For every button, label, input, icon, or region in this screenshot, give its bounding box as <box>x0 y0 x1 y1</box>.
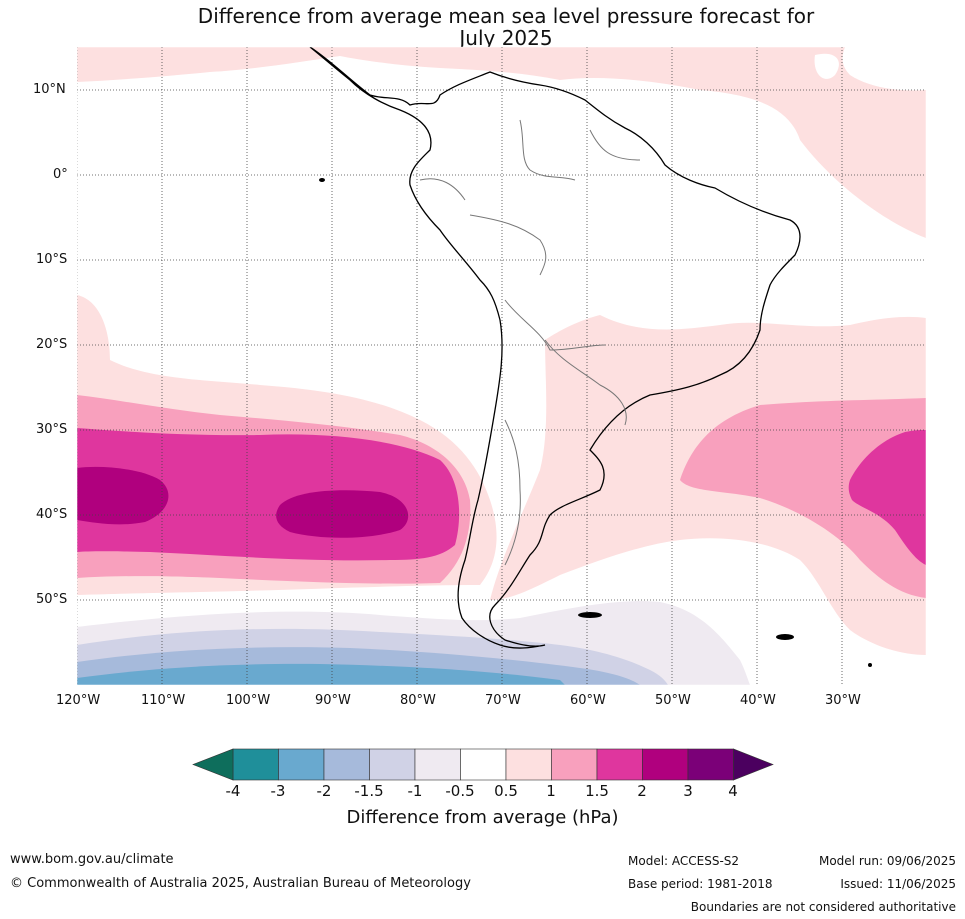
lon-label-50w: 50°W <box>655 693 691 708</box>
colorbar-segment <box>687 748 734 781</box>
lon-label-120w: 120°W <box>56 693 101 708</box>
lon-label-80w: 80°W <box>400 693 436 708</box>
colorbar <box>192 748 774 781</box>
colorbar-tick: 4 <box>728 782 738 800</box>
country-borders <box>419 119 641 566</box>
copyright-text: © Commonwealth of Australia 2025, Austra… <box>10 876 471 891</box>
graticule <box>77 47 926 685</box>
lon-label-70w: 70°W <box>485 693 521 708</box>
lon-label-60w: 60°W <box>570 693 606 708</box>
lat-label-20s: 20°S <box>36 337 68 352</box>
lat-label-40s: 40°S <box>36 507 68 522</box>
lon-label-100w: 100°W <box>226 693 271 708</box>
model-run-text: Model run: 09/06/2025 <box>818 854 956 868</box>
contour-white-hole-north <box>814 53 839 79</box>
contour-2-west-core <box>77 466 169 525</box>
colorbar-segment <box>642 748 689 781</box>
colorbar-tick: -1.5 <box>354 782 384 800</box>
colorbar-label: Difference from average (hPa) <box>346 807 619 828</box>
lon-label-110w: 110°W <box>141 693 186 708</box>
islands <box>319 178 872 667</box>
contour-1-atlantic <box>680 398 926 598</box>
lon-label-30w: 30°W <box>825 693 861 708</box>
disclaimer-text: Boundaries are not considered authoritat… <box>690 900 956 914</box>
colorbar-under-arrow <box>192 748 234 781</box>
lat-label-10s: 10°S <box>36 252 68 267</box>
colorbar-tick: -3 <box>270 782 286 800</box>
colorbar-tick: 2 <box>637 782 647 800</box>
lon-label-90w: 90°W <box>315 693 351 708</box>
colorbar-tick: -1 <box>407 782 423 800</box>
map-title-line1: Difference from average mean sea level p… <box>197 4 815 28</box>
contour-2-central-core <box>276 490 409 538</box>
south-america-coastline <box>309 47 801 649</box>
colorbar-segment <box>551 748 598 781</box>
colorbar-tick: -2 <box>316 782 332 800</box>
lat-label-50s: 50°S <box>36 592 68 607</box>
map-frame <box>76 46 927 686</box>
colorbar-segment <box>596 748 643 781</box>
anomaly-field <box>77 47 926 685</box>
colorbar-tick: 0.5 <box>494 782 518 800</box>
base-period-text: Base period: 1981-2018 <box>628 877 773 891</box>
colorbar-segment <box>323 748 370 781</box>
colorbar-segment <box>232 748 279 781</box>
colorbar-tick: 1 <box>546 782 556 800</box>
colorbar-tick: 1.5 <box>585 782 609 800</box>
lat-label-0: 0° <box>53 167 68 182</box>
colorbar-tick: 3 <box>683 782 693 800</box>
colorbar-segment <box>460 748 507 781</box>
colorbar-tick: -0.5 <box>445 782 475 800</box>
colorbar-over-arrow <box>733 748 774 781</box>
map-title-line2: July 2025 <box>459 26 553 50</box>
lon-label-40w: 40°W <box>740 693 776 708</box>
colorbar-tick: -4 <box>225 782 241 800</box>
contour-neg2 <box>77 663 565 685</box>
colorbar-segment <box>414 748 461 781</box>
issued-text: Issued: 11/06/2025 <box>840 877 956 891</box>
lat-label-30s: 30°S <box>36 422 68 437</box>
colorbar-segment <box>505 748 552 781</box>
website-text: www.bom.gov.au/climate <box>10 852 174 867</box>
model-text: Model: ACCESS-S2 <box>628 854 740 868</box>
lat-label-10n: 10°N <box>33 82 66 97</box>
colorbar-segment <box>278 748 325 781</box>
contour-1p5-atlantic <box>848 430 926 565</box>
contour-0p5-north <box>77 47 926 238</box>
colorbar-segment <box>369 748 416 781</box>
contour-white-hole-north-2 <box>842 47 926 91</box>
